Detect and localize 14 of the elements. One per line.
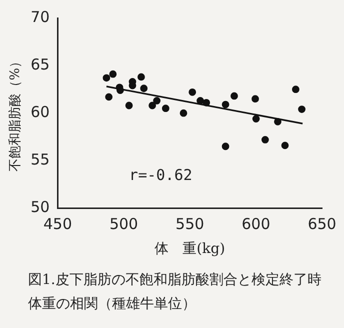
x-tick-label: 650 <box>308 215 336 234</box>
caption: 図1.皮下脂肪の不飽和脂肪酸割合と検定終了時体重の相関（種雄牛単位） <box>28 271 322 314</box>
x-axis-title: 体 重(kg) <box>154 241 226 258</box>
x-tick-label: 550 <box>176 215 204 234</box>
y-tick-label: 50 <box>30 198 50 216</box>
y-tick-label: 60 <box>30 102 50 121</box>
y-tick-label: 55 <box>30 150 50 169</box>
y-axis-title: 不飽和脂肪酸（%） <box>8 54 24 172</box>
annotation: r=-0.62 <box>129 166 192 184</box>
x-tick-label: 500 <box>109 215 138 234</box>
x-tick-label: 600 <box>242 215 270 234</box>
x-tick-label: 450 <box>43 215 72 234</box>
y-tick-label: 65 <box>30 55 50 74</box>
y-tick-label: 70 <box>30 8 50 26</box>
